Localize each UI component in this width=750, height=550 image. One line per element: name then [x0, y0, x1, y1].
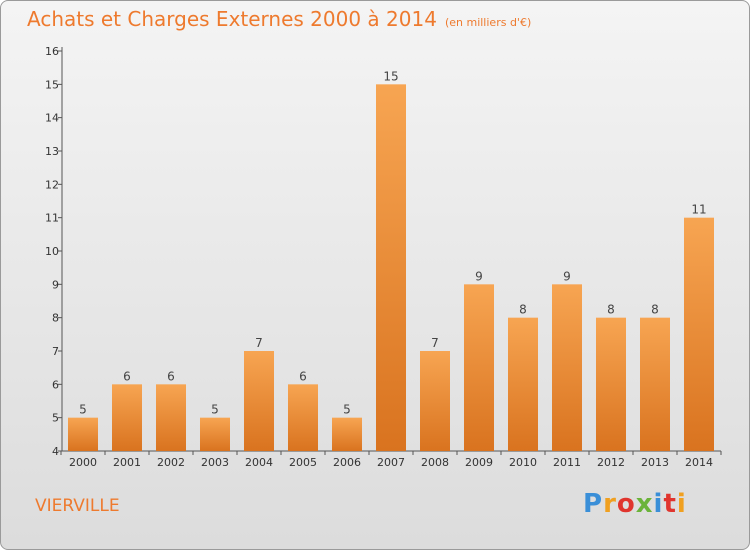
bar	[508, 317, 538, 451]
bar	[640, 317, 670, 451]
logo-letter: r	[603, 489, 617, 519]
logo-letter: x	[635, 489, 654, 519]
y-tick-label: 9	[52, 278, 59, 291]
x-tick-label: 2001	[113, 456, 141, 469]
proxiti-logo[interactable]: Proxiti	[583, 489, 687, 519]
data-label: 7	[255, 336, 263, 350]
data-label: 9	[475, 269, 483, 283]
data-label: 8	[651, 303, 659, 317]
y-tick-label: 5	[52, 412, 59, 425]
x-tick-label: 2004	[245, 456, 273, 469]
bar	[464, 284, 494, 451]
x-tick-label: 2008	[421, 456, 449, 469]
bar	[112, 384, 142, 451]
y-tick-label: 8	[52, 312, 59, 325]
data-label: 7	[431, 336, 439, 350]
x-tick-label: 2002	[157, 456, 185, 469]
data-label: 9	[563, 269, 571, 283]
bar	[376, 84, 406, 451]
logo-letter: t	[663, 489, 677, 519]
data-label: 11	[691, 203, 706, 217]
x-tick-label: 2005	[289, 456, 317, 469]
labels-group: 2000 5 2001 6 2002 6 2003 5 2004 7 2005 6 2006 5 2007 1…	[69, 69, 713, 469]
y-tick-label: 14	[45, 112, 59, 125]
x-tick-label: 2010	[509, 456, 537, 469]
bar	[244, 351, 274, 451]
y-tick-label: 7	[52, 345, 59, 358]
data-label: 5	[343, 403, 351, 417]
data-label: 6	[167, 369, 175, 383]
chart-title: Achats et Charges Externes 2000 à 2014 (e…	[27, 7, 531, 31]
logo-letter: i	[676, 489, 687, 519]
y-tick-label: 4	[52, 445, 59, 458]
x-tick-label: 2003	[201, 456, 229, 469]
x-tick-label: 2014	[685, 456, 713, 469]
logo-letter: o	[616, 489, 636, 519]
bar	[156, 384, 186, 451]
bar	[420, 351, 450, 451]
y-tick-label: 15	[45, 78, 59, 91]
x-tick-label: 2013	[641, 456, 669, 469]
x-tick-label: 2006	[333, 456, 361, 469]
x-tick-label: 2000	[69, 456, 97, 469]
bar	[332, 417, 362, 451]
x-tick-label: 2007	[377, 456, 405, 469]
y-tick-label: 11	[45, 212, 59, 225]
chart-title-text: Achats et Charges Externes 2000 à 2014	[27, 7, 437, 31]
y-tick-label: 16	[45, 45, 59, 58]
data-label: 5	[79, 403, 87, 417]
bar	[68, 417, 98, 451]
chart-subtitle: (en milliers d'€)	[444, 16, 532, 29]
data-label: 6	[299, 369, 307, 383]
data-label: 8	[607, 303, 615, 317]
bar	[684, 217, 714, 451]
bar	[288, 384, 318, 451]
bar	[596, 317, 626, 451]
y-tick-label: 10	[45, 245, 59, 258]
bar	[200, 417, 230, 451]
y-tick-label: 6	[52, 378, 59, 391]
data-label: 6	[123, 369, 131, 383]
x-tick-label: 2011	[553, 456, 581, 469]
bar	[552, 284, 582, 451]
logo-letter: P	[583, 489, 604, 519]
bars-group	[68, 84, 714, 451]
x-tick-label: 2012	[597, 456, 625, 469]
y-tick-label: 12	[45, 178, 59, 191]
x-tick-label: 2009	[465, 456, 493, 469]
commune-name: VIERVILLE	[35, 496, 120, 516]
logo-letter: i	[653, 489, 664, 519]
data-label: 8	[519, 303, 527, 317]
data-label: 15	[383, 69, 398, 83]
y-tick-label: 13	[45, 145, 59, 158]
data-label: 5	[211, 403, 219, 417]
